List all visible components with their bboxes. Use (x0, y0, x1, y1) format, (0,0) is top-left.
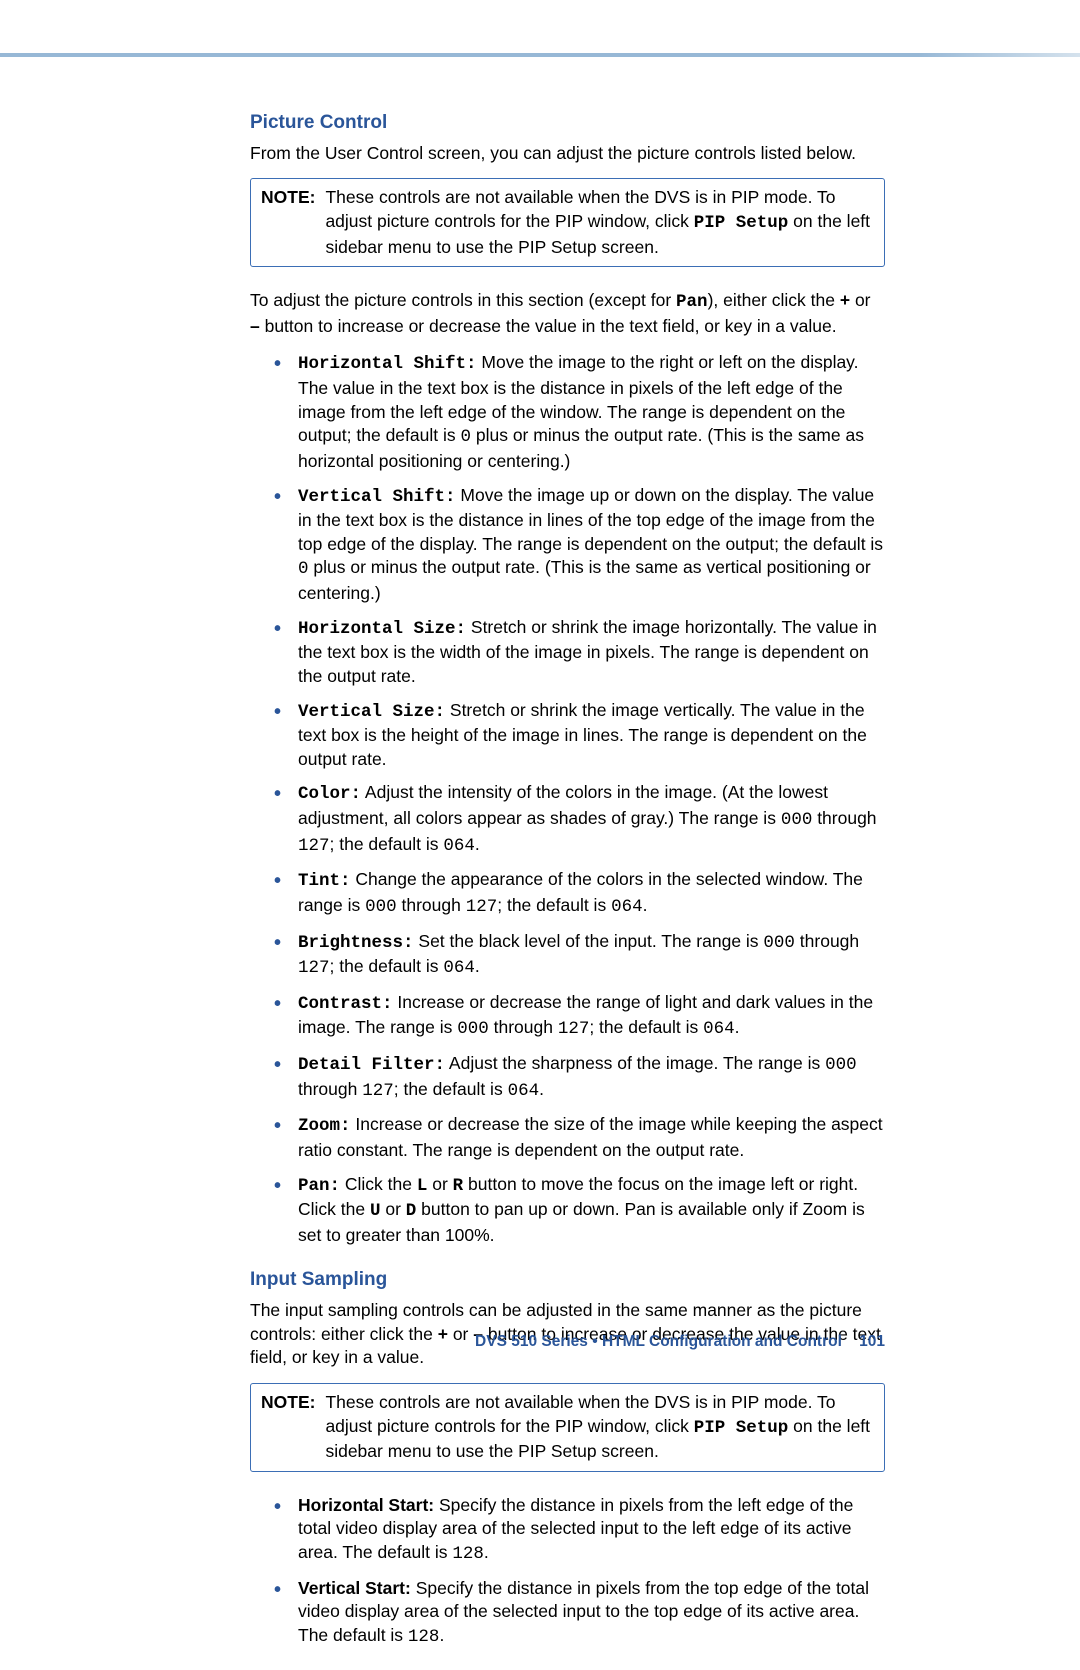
section2-bullets: Horizontal Start: Specify the distance i… (250, 1494, 885, 1650)
page-footer: DVS 510 Series • HTML Configuration and … (475, 1333, 885, 1351)
top-accent-bar (0, 53, 1080, 57)
section1-bullets: Horizontal Shift: Move the image to the … (250, 351, 885, 1247)
bullet-horizontal-shift: Horizontal Shift: Move the image to the … (274, 351, 885, 473)
bullet-vertical-start: Vertical Start: Specify the distance in … (274, 1577, 885, 1650)
bullet-brightness: Brightness: Set the black level of the i… (274, 930, 885, 981)
note-box-2: NOTE: These controls are not available w… (250, 1383, 885, 1472)
page-content: Picture Control From the User Control sc… (250, 110, 885, 1670)
bullet-contrast: Contrast: Increase or decrease the range… (274, 991, 885, 1042)
note-label: NOTE: (261, 1391, 315, 1415)
bullet-detail-filter: Detail Filter: Adjust the sharpness of t… (274, 1052, 885, 1103)
bullet-horizontal-size: Horizontal Size: Stretch or shrink the i… (274, 616, 885, 689)
bullet-vertical-size: Vertical Size: Stretch or shrink the ima… (274, 699, 885, 772)
bullet-vertical-shift: Vertical Shift: Move the image up or dow… (274, 484, 885, 606)
section-heading-picture-control: Picture Control (250, 110, 885, 136)
note-text: These controls are not available when th… (325, 186, 874, 259)
note-text: These controls are not available when th… (325, 1391, 874, 1464)
bullet-tint: Tint: Change the appearance of the color… (274, 868, 885, 919)
section1-para2: To adjust the picture controls in this s… (250, 289, 885, 338)
section-heading-input-sampling: Input Sampling (250, 1267, 885, 1293)
bullet-horizontal-start: Horizontal Start: Specify the distance i… (274, 1494, 885, 1567)
note-label: NOTE: (261, 186, 315, 210)
section1-intro: From the User Control screen, you can ad… (250, 142, 885, 166)
note-box-1: NOTE: These controls are not available w… (250, 178, 885, 267)
bullet-color: Color: Adjust the intensity of the color… (274, 781, 885, 858)
bullet-pan: Pan: Click the L or R button to move the… (274, 1173, 885, 1248)
bullet-zoom: Zoom: Increase or decrease the size of t… (274, 1113, 885, 1162)
